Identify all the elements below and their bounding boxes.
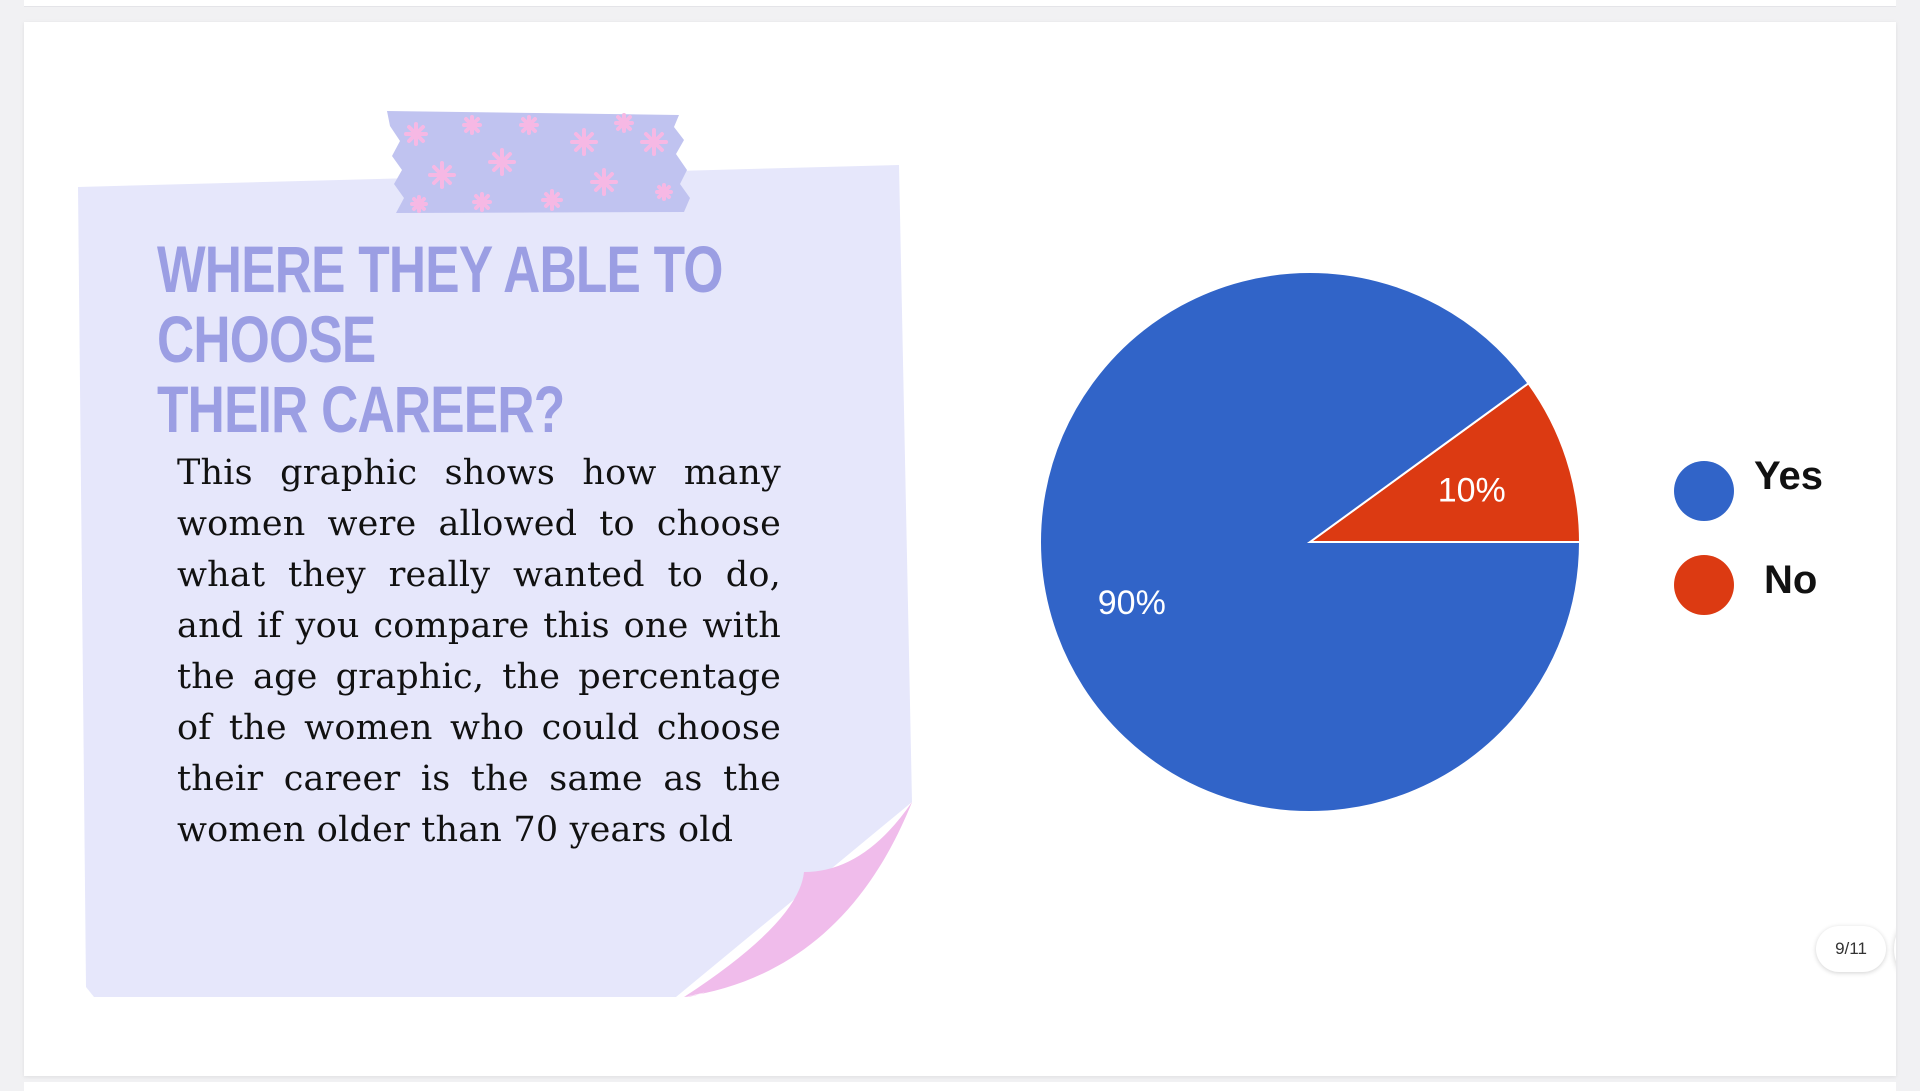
- slide-title: WHERE THEY ABLE TO CHOOSE THEIR CAREER?: [157, 232, 723, 446]
- next-slide-edge: [24, 1082, 1896, 1091]
- sticky-note-graphic: [78, 111, 912, 997]
- slide-body-text: This graphic shows how many women were a…: [177, 453, 781, 850]
- note-paper: [78, 165, 912, 997]
- legend-label-yes: Yes: [1754, 454, 1823, 498]
- previous-slide-edge: [24, 0, 1896, 7]
- sticky-note: WHERE THEY ABLE TO CHOOSE THEIR CAREER? …: [24, 22, 1896, 1076]
- grid-view-button[interactable]: [1894, 910, 1896, 988]
- slide: WHERE THEY ABLE TO CHOOSE THEIR CAREER? …: [24, 22, 1896, 1076]
- page-counter: 9/11: [1816, 926, 1886, 972]
- pie-label-yes: 90%: [1098, 584, 1166, 622]
- legend-label-no: No: [1764, 558, 1818, 602]
- legend-marker-no: [1674, 555, 1734, 615]
- washi-tape: [387, 111, 690, 213]
- legend-marker-yes: [1674, 461, 1734, 521]
- pie-slice-yes: [1039, 271, 1582, 814]
- pie-chart: 10% 90% Yes No: [24, 22, 1896, 1076]
- pie-chart-svg: 10% 90%: [1039, 271, 1734, 814]
- pie-slice-no: [1306, 381, 1582, 543]
- pie-label-no: 10%: [1438, 471, 1506, 509]
